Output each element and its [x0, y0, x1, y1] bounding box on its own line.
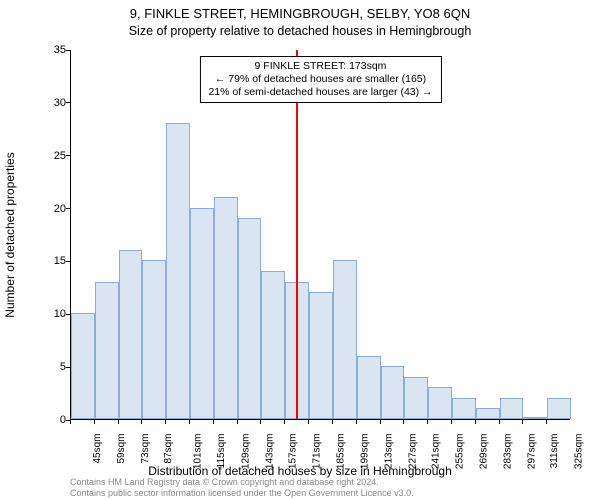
- histogram-bar: [309, 292, 333, 419]
- xtick-label: 73sqm: [140, 434, 151, 464]
- histogram-bar: [238, 218, 262, 419]
- xtick-mark: [141, 420, 142, 424]
- xtick-mark: [546, 420, 547, 424]
- ytick-mark: [66, 155, 70, 156]
- xtick-mark: [380, 420, 381, 424]
- xtick-label: 101sqm: [193, 434, 204, 470]
- ytick-mark: [66, 367, 70, 368]
- histogram-bar: [142, 260, 166, 419]
- histogram-bar: [71, 313, 95, 419]
- histogram-bar: [523, 417, 547, 419]
- xtick-mark: [237, 420, 238, 424]
- y-axis-label: Number of detached properties: [3, 152, 17, 317]
- xtick-label: 269sqm: [479, 434, 490, 470]
- xtick-label: 283sqm: [502, 434, 513, 470]
- reference-line: [296, 50, 298, 419]
- ytick-label: 15: [36, 255, 66, 267]
- histogram-bar: [95, 282, 119, 419]
- ytick-mark: [66, 50, 70, 51]
- histogram-bar: [452, 398, 476, 419]
- chart-title-line1: 9, FINKLE STREET, HEMINGBROUGH, SELBY, Y…: [0, 6, 600, 21]
- footer-line2: Contains public sector information licen…: [70, 488, 414, 498]
- ytick-label: 30: [36, 97, 66, 109]
- xtick-label: 255sqm: [455, 434, 466, 470]
- xtick-mark: [451, 420, 452, 424]
- xtick-mark: [94, 420, 95, 424]
- histogram-bar: [404, 377, 428, 419]
- xtick-mark: [260, 420, 261, 424]
- histogram-bar: [381, 366, 405, 419]
- xtick-label: 241sqm: [431, 434, 442, 470]
- ytick-label: 0: [36, 414, 66, 426]
- xtick-mark: [499, 420, 500, 424]
- xtick-label: 325sqm: [574, 434, 585, 470]
- xtick-label: 213sqm: [383, 434, 394, 470]
- ytick-label: 20: [36, 203, 66, 215]
- ytick-mark: [66, 314, 70, 315]
- xtick-mark: [475, 420, 476, 424]
- histogram-bar: [214, 197, 238, 419]
- xtick-label: 171sqm: [312, 434, 323, 470]
- xtick-mark: [118, 420, 119, 424]
- histogram-bar: [261, 271, 285, 419]
- ytick-label: 35: [36, 44, 66, 56]
- xtick-label: 157sqm: [288, 434, 299, 470]
- xtick-mark: [165, 420, 166, 424]
- histogram-bar: [333, 260, 357, 419]
- xtick-mark: [70, 420, 71, 424]
- histogram-bar: [166, 123, 190, 419]
- xtick-mark: [332, 420, 333, 424]
- xtick-mark: [284, 420, 285, 424]
- annotation-box: 9 FINKLE STREET: 173sqm ← 79% of detache…: [199, 56, 441, 103]
- xtick-label: 185sqm: [336, 434, 347, 470]
- xtick-label: 227sqm: [407, 434, 418, 470]
- xtick-label: 297sqm: [526, 434, 537, 470]
- annotation-line3: 21% of semi-detached houses are larger (…: [208, 86, 432, 99]
- histogram-bar: [190, 208, 214, 419]
- histogram-bar: [428, 387, 452, 419]
- annotation-line1: 9 FINKLE STREET: 173sqm: [208, 60, 432, 73]
- histogram-bar: [476, 408, 500, 419]
- footer-line1: Contains HM Land Registry data © Crown c…: [70, 477, 414, 487]
- chart-container: 9, FINKLE STREET, HEMINGBROUGH, SELBY, Y…: [0, 0, 600, 500]
- footer-text: Contains HM Land Registry data © Crown c…: [70, 477, 414, 498]
- xtick-label: 129sqm: [240, 434, 251, 470]
- xtick-mark: [403, 420, 404, 424]
- histogram-bar: [119, 250, 143, 419]
- histogram-bar: [500, 398, 524, 419]
- xtick-mark: [213, 420, 214, 424]
- ytick-label: 25: [36, 150, 66, 162]
- xtick-mark: [427, 420, 428, 424]
- ytick-mark: [66, 261, 70, 262]
- ytick-label: 5: [36, 361, 66, 373]
- plot-area: 9 FINKLE STREET: 173sqm ← 79% of detache…: [70, 50, 570, 420]
- chart-title-line2: Size of property relative to detached ho…: [0, 24, 600, 38]
- xtick-label: 143sqm: [264, 434, 275, 470]
- xtick-label: 115sqm: [216, 434, 227, 469]
- xtick-mark: [308, 420, 309, 424]
- xtick-label: 59sqm: [116, 434, 127, 464]
- ytick-label: 10: [36, 308, 66, 320]
- xtick-label: 45sqm: [92, 434, 103, 464]
- histogram-bar: [357, 356, 381, 419]
- xtick-label: 87sqm: [163, 434, 174, 464]
- xtick-mark: [356, 420, 357, 424]
- histogram-bar: [547, 398, 571, 419]
- xtick-mark: [189, 420, 190, 424]
- ytick-mark: [66, 102, 70, 103]
- xtick-label: 199sqm: [359, 434, 370, 470]
- xtick-mark: [522, 420, 523, 424]
- annotation-line2: ← 79% of detached houses are smaller (16…: [208, 73, 432, 86]
- xtick-label: 311sqm: [549, 434, 560, 469]
- ytick-mark: [66, 208, 70, 209]
